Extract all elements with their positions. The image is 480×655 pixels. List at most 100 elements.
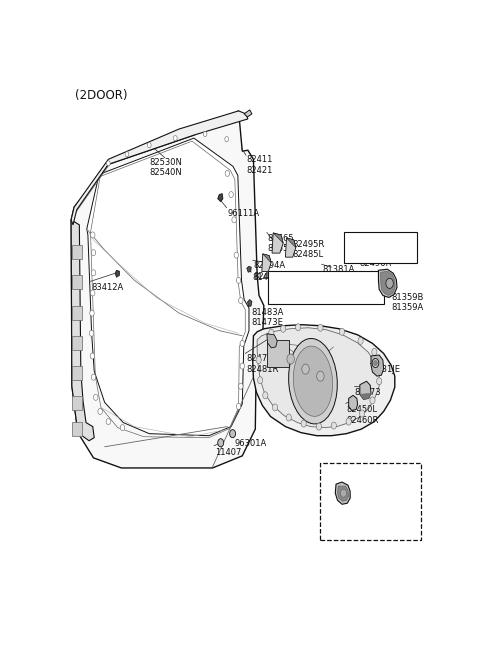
Polygon shape [272,233,283,253]
Circle shape [316,423,322,430]
Ellipse shape [288,339,337,424]
Circle shape [232,217,236,223]
Circle shape [225,137,228,141]
Circle shape [91,290,95,296]
Circle shape [339,328,345,335]
Circle shape [317,371,324,381]
Polygon shape [287,238,296,248]
Circle shape [91,374,96,380]
Polygon shape [262,254,271,272]
Polygon shape [286,238,296,257]
Circle shape [107,161,110,166]
Text: 82450L
82460R: 82450L 82460R [347,405,379,425]
Polygon shape [263,254,271,263]
Circle shape [94,394,98,400]
Circle shape [281,326,286,332]
Polygon shape [378,269,397,297]
Circle shape [301,420,306,427]
Bar [72,305,82,320]
Circle shape [236,277,241,284]
Text: (2DOOR): (2DOOR) [75,88,127,102]
Circle shape [147,143,151,147]
Text: 81391E: 81391E [275,284,307,292]
Polygon shape [244,110,252,117]
Circle shape [340,489,347,497]
Polygon shape [257,328,379,428]
Circle shape [386,278,393,288]
Circle shape [91,232,95,238]
Circle shape [269,329,274,336]
Polygon shape [337,486,348,501]
Circle shape [273,404,277,411]
Polygon shape [71,111,264,468]
FancyBboxPatch shape [267,271,384,303]
Bar [72,336,82,350]
Text: 81483A
81473E: 81483A 81473E [251,308,284,327]
Text: 96111A: 96111A [228,209,260,217]
Circle shape [263,392,268,399]
Text: 81359B
81359A: 81359B 81359A [392,293,424,312]
Circle shape [240,363,244,369]
Polygon shape [381,271,395,295]
Polygon shape [71,111,248,225]
Circle shape [173,136,177,141]
Bar [72,275,82,290]
Circle shape [91,270,96,276]
Circle shape [302,364,309,374]
Text: 82473: 82473 [355,388,381,398]
Circle shape [377,378,382,384]
Text: (SAFETY): (SAFETY) [327,469,365,478]
Circle shape [296,324,300,331]
Circle shape [218,439,224,447]
Text: 96301A: 96301A [234,439,266,448]
Circle shape [372,348,377,356]
Polygon shape [252,325,395,436]
Text: 81381A: 81381A [322,265,355,274]
Circle shape [239,383,243,389]
Circle shape [234,252,239,258]
Text: 82411
82421: 82411 82421 [246,155,272,175]
Polygon shape [273,233,283,243]
Circle shape [358,337,363,345]
Text: 82486L
82496R: 82486L 82496R [360,248,392,268]
Circle shape [225,170,229,176]
Text: 11407: 11407 [215,448,241,457]
Circle shape [98,409,102,415]
Polygon shape [267,334,277,348]
Circle shape [370,397,375,404]
Circle shape [239,297,243,303]
Bar [72,245,82,259]
Circle shape [236,403,241,409]
Text: 83412A: 83412A [92,283,124,292]
Text: 81310
81320: 81310 81320 [375,233,402,252]
Polygon shape [87,138,249,436]
Polygon shape [218,194,223,202]
Circle shape [256,356,261,364]
Circle shape [318,324,323,331]
Circle shape [89,330,94,336]
Polygon shape [360,381,371,400]
Circle shape [258,377,263,384]
Circle shape [360,410,365,417]
Text: 82494A
82484: 82494A 82484 [253,261,286,280]
FancyBboxPatch shape [320,463,421,540]
FancyBboxPatch shape [344,232,417,263]
Polygon shape [248,299,252,307]
Polygon shape [115,271,120,277]
Bar [72,422,82,436]
Text: 82530N
82540N: 82530N 82540N [150,158,182,178]
Circle shape [373,360,377,365]
Circle shape [378,362,383,369]
Polygon shape [371,355,384,376]
Text: 82495R
82485L: 82495R 82485L [293,240,325,259]
Text: 82471L
82481R: 82471L 82481R [246,354,278,374]
Polygon shape [71,220,94,441]
Circle shape [91,250,96,255]
Circle shape [120,424,125,430]
Bar [267,340,289,367]
Text: 82450L: 82450L [327,516,358,525]
Circle shape [106,419,110,424]
Circle shape [229,430,236,438]
Text: 81477: 81477 [252,273,278,282]
Circle shape [286,414,291,421]
